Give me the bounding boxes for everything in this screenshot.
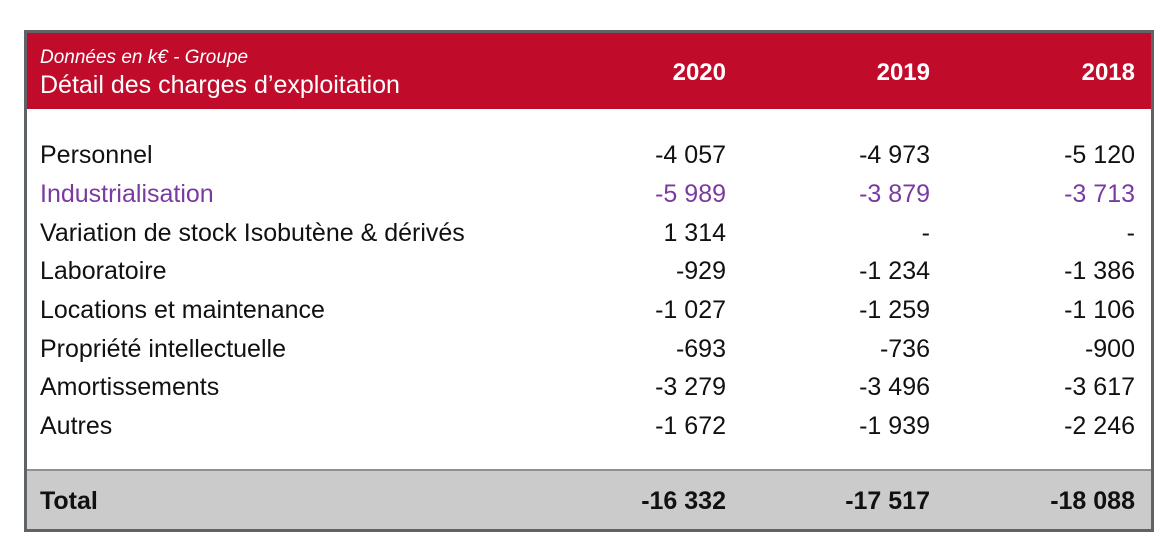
year-header-2019: 2019	[876, 59, 930, 86]
total-value-2019: -17 517	[845, 487, 930, 515]
table-row-industrialisation: Industrialisation -5 989 -3 879 -3 713	[27, 180, 1151, 219]
total-row: Total -16 332 -17 517 -18 088	[27, 471, 1151, 529]
row-value-2018: -3 713	[1064, 180, 1135, 208]
row-label: Variation de stock Isobutène & dérivés	[40, 219, 465, 247]
row-value-2020: -929	[675, 257, 726, 285]
table-row-personnel: Personnel -4 057 -4 973 -5 120	[27, 141, 1151, 180]
row-label: Laboratoire	[40, 257, 167, 285]
table-row-laboratoire: Laboratoire -929 -1 234 -1 386	[27, 257, 1151, 296]
row-value-2020: -3 279	[655, 373, 726, 401]
row-label: Autres	[40, 412, 113, 440]
year-header-2018: 2018	[1081, 59, 1135, 86]
row-value-2018: -1 386	[1064, 257, 1135, 285]
row-value-2019: -3 879	[859, 180, 930, 208]
row-value-2018: -3 617	[1064, 373, 1135, 401]
row-value-2018: -2 246	[1064, 412, 1135, 440]
row-value-2018: -5 120	[1064, 141, 1135, 169]
total-label: Total	[40, 487, 98, 515]
row-value-2019: -3 496	[859, 373, 930, 401]
table-header: Données en k€ - Groupe Détail des charge…	[27, 33, 1151, 109]
row-label: Amortissements	[40, 373, 220, 401]
row-value-2019: -1 234	[859, 257, 930, 285]
total-value-2018: -18 088	[1050, 487, 1135, 515]
table-title: Détail des charges d’exploitation	[40, 71, 400, 99]
row-value-2020: -5 989	[655, 180, 726, 208]
total-divider	[27, 469, 1151, 471]
table-row-locations-maintenance: Locations et maintenance -1 027 -1 259 -…	[27, 296, 1151, 335]
row-label: Industrialisation	[40, 180, 214, 208]
row-value-2019: -736	[879, 335, 930, 363]
row-value-2020: -1 672	[655, 412, 726, 440]
table-subtitle: Données en k€ - Groupe	[40, 47, 249, 68]
total-value-2020: -16 332	[641, 487, 726, 515]
row-value-2019: -1 259	[859, 296, 930, 324]
row-value-2019: -4 973	[859, 141, 930, 169]
table-row-variation-stock: Variation de stock Isobutène & dérivés 1…	[27, 219, 1151, 258]
row-label: Propriété intellectuelle	[40, 335, 286, 363]
table-row-amortissements: Amortissements -3 279 -3 496 -3 617	[27, 373, 1151, 412]
table-row-autres: Autres -1 672 -1 939 -2 246	[27, 412, 1151, 451]
row-value-2019: -	[921, 219, 930, 247]
row-value-2020: -693	[675, 335, 726, 363]
row-value-2020: -1 027	[655, 296, 726, 324]
row-value-2018: -1 106	[1064, 296, 1135, 324]
row-value-2019: -1 939	[859, 412, 930, 440]
row-value-2018: -	[1126, 219, 1135, 247]
table-row-propriete-intellectuelle: Propriété intellectuelle -693 -736 -900	[27, 335, 1151, 374]
row-label: Locations et maintenance	[40, 296, 325, 324]
row-value-2020: -4 057	[655, 141, 726, 169]
expenses-table: Données en k€ - Groupe Détail des charge…	[24, 30, 1154, 532]
row-value-2020: 1 314	[663, 219, 726, 247]
year-header-2020: 2020	[672, 59, 726, 86]
row-label: Personnel	[40, 141, 153, 169]
row-value-2018: -900	[1084, 335, 1135, 363]
